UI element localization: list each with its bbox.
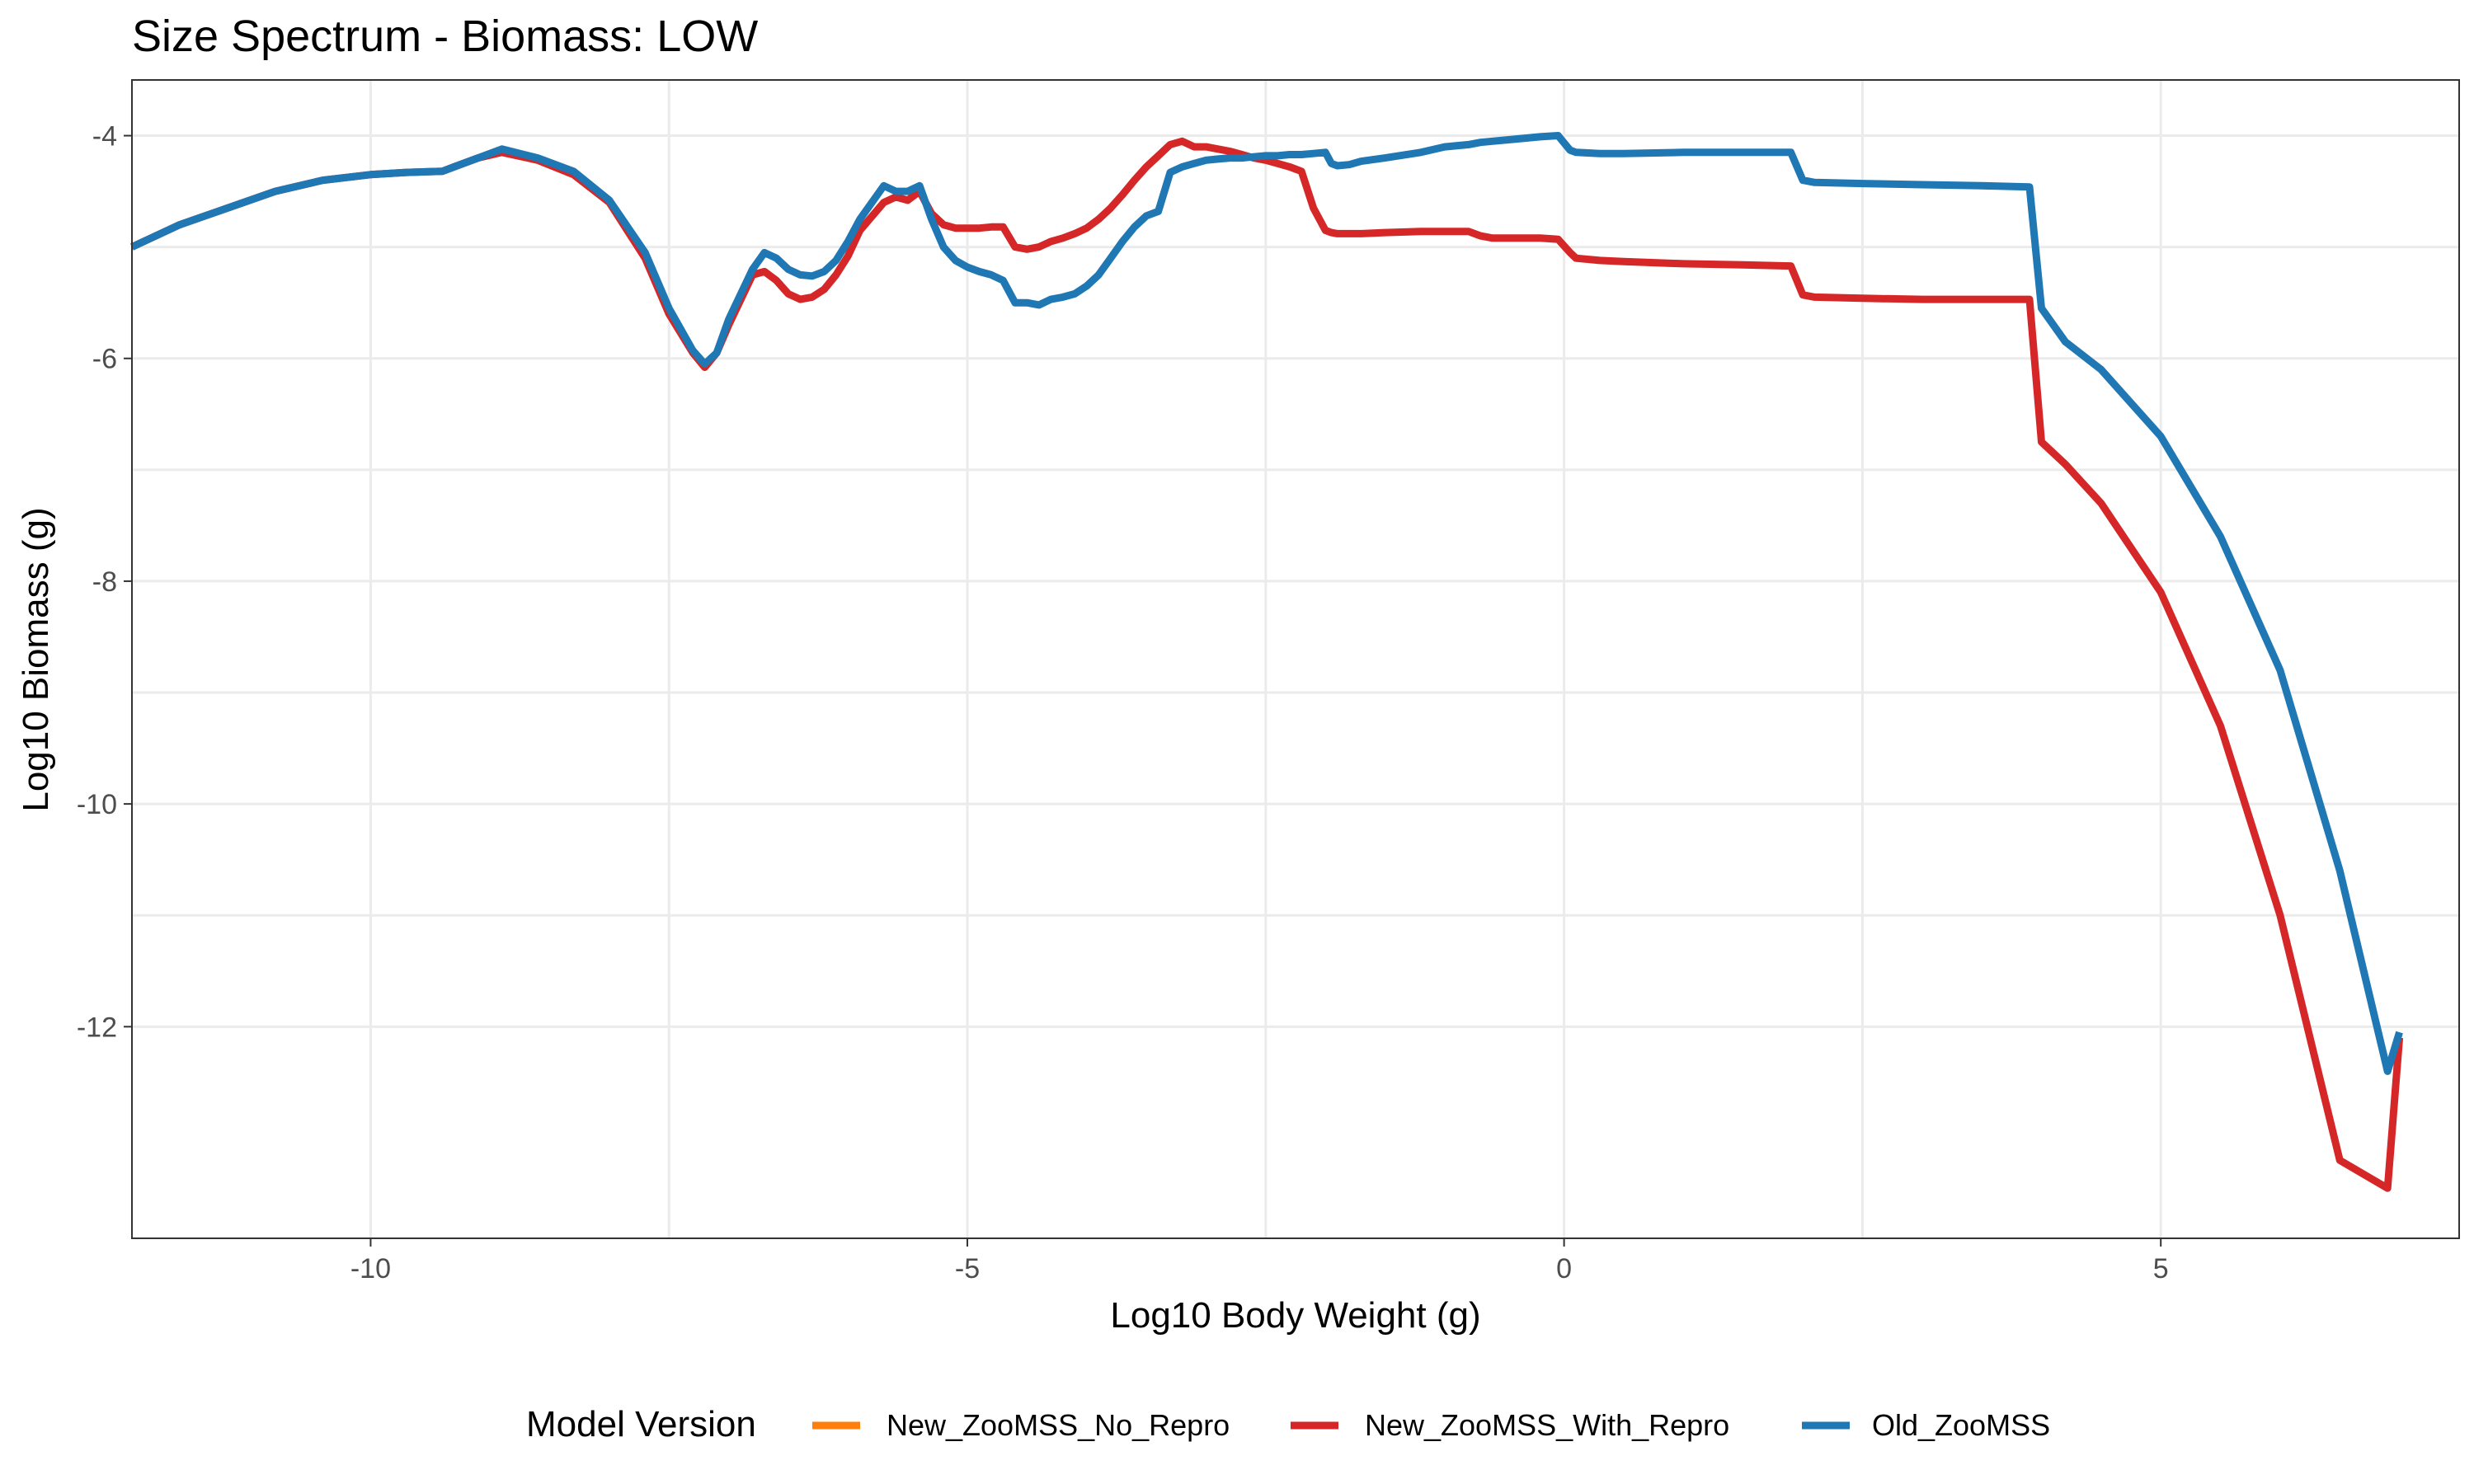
- legend-label-new-zoomss-with-repro: New_ZooMSS_With_Repro: [1365, 1408, 1729, 1442]
- x-tick-label: 0: [1556, 1253, 1572, 1284]
- y-tick-label: -12: [77, 1012, 117, 1043]
- x-tick-label: -5: [955, 1253, 980, 1284]
- y-tick-label: -8: [92, 566, 117, 598]
- x-axis-title: Log10 Body Weight (g): [1110, 1295, 1480, 1336]
- legend-items: New_ZooMSS_No_Repro New_ZooMSS_With_Repro…: [812, 1408, 2050, 1442]
- x-tick-label: -10: [350, 1253, 391, 1284]
- y-axis: -12 -10 -8 -6 -4: [77, 121, 132, 1043]
- series-line-old-zoomss: [130, 132, 2403, 1075]
- legend-label-old-zoomss: Old_ZooMSS: [1872, 1408, 2050, 1442]
- legend: Model Version New_ZooMSS_No_Repro New_Zoo…: [526, 1404, 2050, 1444]
- chart-title: Size Spectrum - Biomass: LOW: [132, 12, 758, 61]
- y-axis-title: Log10 Biomass (g): [16, 507, 56, 811]
- panel-background: [132, 80, 2459, 1238]
- panel-border: [131, 79, 2460, 1239]
- grid: [132, 80, 2459, 1238]
- series-layer: [130, 132, 2404, 1192]
- y-tick-label: -6: [92, 344, 117, 375]
- y-tick-label: -10: [77, 789, 117, 820]
- x-tick-label: 5: [2153, 1253, 2169, 1284]
- x-axis: -10 -5 0 5: [350, 1238, 2169, 1284]
- legend-label-new-zoomss-no-repro: New_ZooMSS_No_Repro: [887, 1408, 1230, 1442]
- legend-title: Model Version: [526, 1404, 756, 1444]
- y-tick-label: -4: [92, 121, 117, 153]
- plot-panel: [130, 79, 2460, 1239]
